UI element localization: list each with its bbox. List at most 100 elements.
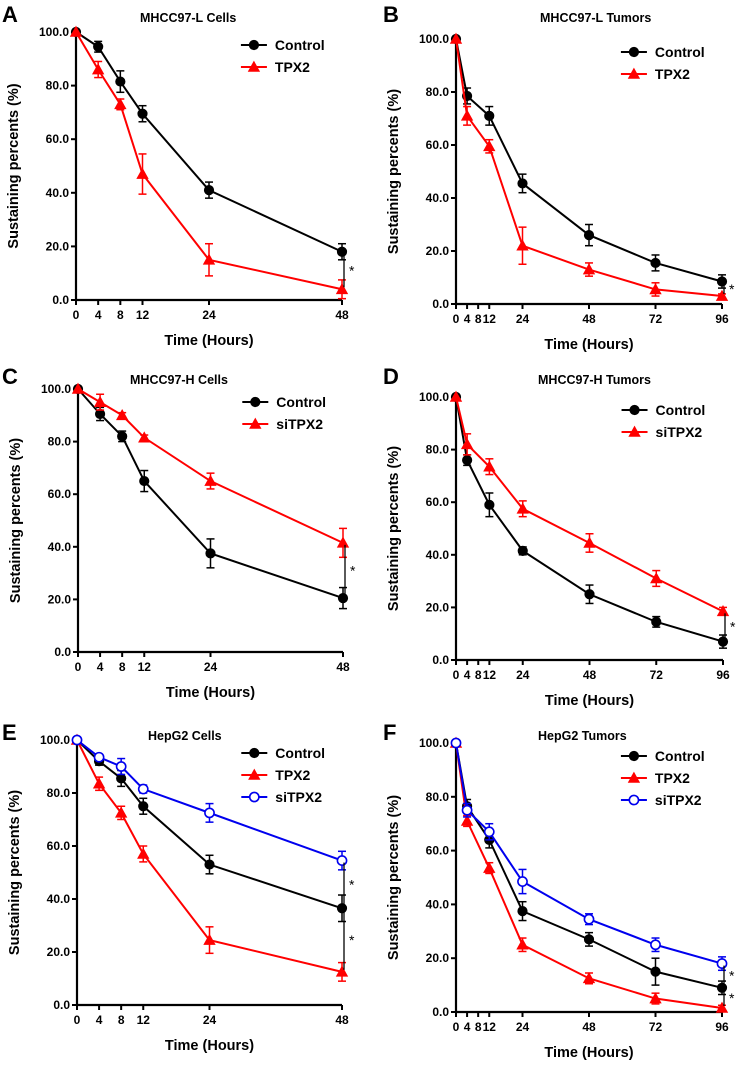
data-point [205,548,216,559]
x-tick-label-a: 24 [202,308,216,322]
data-point [484,499,495,510]
x-tick-label-d: 24 [516,668,530,682]
y-axis-label-c: Sustaining percents (%) [8,438,24,603]
series-d-sitpx2 [449,390,730,617]
y-tick-label-a: 40.0 [46,186,70,200]
y-tick-label-b: 0.0 [432,297,449,311]
y-tick-label-c: 60.0 [48,487,72,501]
y-tick-label-b: 100.0 [419,32,449,46]
data-point [116,773,127,784]
x-tick-label-c: 48 [336,660,350,674]
data-point [115,408,129,421]
x-tick-label-c: 12 [138,660,152,674]
x-tick-label-a: 4 [95,308,102,322]
legend-item-c: Control [242,394,326,410]
panel-b: B MHCC97-L Tumors 0.0 20.0 40.0 60.0 80.0 100.0… [383,2,735,353]
x-tick-label-a: 12 [136,308,150,322]
legend-label: Control [656,402,706,418]
x-tick-label-f: 12 [483,1020,497,1034]
x-tick-label-e: 24 [203,1013,217,1027]
x-tick-label-b: 12 [483,312,497,326]
data-point [649,992,662,1004]
y-tick-label-f: 80.0 [426,790,450,804]
x-tick-label-d: 48 [583,668,597,682]
data-point [517,178,528,189]
data-point [115,761,127,772]
y-tick-label-a: 20.0 [46,239,70,253]
data-point [69,25,83,37]
legend-label: Control [655,44,705,60]
legend-label: TPX2 [655,66,690,82]
significance-label: * [349,876,355,892]
x-tick-label-d: 96 [716,668,730,682]
data-point [517,876,528,887]
legend-marker [248,791,260,803]
legend-item-d: siTPX2 [621,424,702,440]
legend-marker [247,60,261,72]
legend-marker [628,425,641,437]
series-e-sitpx2 [71,734,348,871]
x-tick-label-b: 48 [582,312,596,326]
y-tick-label-e: 40.0 [47,892,71,906]
x-tick-label-d: 0 [453,668,460,682]
legend-item-f: siTPX2 [620,792,702,808]
data-point [649,283,662,295]
data-point [583,934,595,945]
data-point [336,855,348,866]
legend-item-e: TPX2 [241,767,311,783]
data-point [336,903,348,914]
panel-letter-a: A [2,2,18,27]
legend-marker [627,771,641,783]
data-point [114,98,127,110]
chart-title-c: MHCC97-H Cells [130,373,228,387]
significance-label: * [349,932,355,948]
y-axis-label-e: Sustaining percents (%) [7,790,23,955]
series-d-control [450,391,729,649]
legend-marker [628,750,640,762]
data-point [517,545,528,556]
series-a-control [70,26,348,261]
data-point [582,972,596,984]
data-point [71,382,85,394]
data-point [204,474,217,486]
data-point [335,282,349,295]
y-tick-label-d: 20.0 [426,600,450,614]
data-point [139,475,150,487]
x-tick-label-d: 8 [475,668,482,682]
data-point [716,982,728,993]
data-point [715,1001,729,1013]
y-tick-label-b: 60.0 [426,138,450,152]
legend-item-a: TPX2 [240,59,310,75]
x-tick-label-c: 4 [97,660,104,674]
x-tick-label-f: 72 [649,1020,663,1034]
x-axis-label-f: Time (Hours) [544,1045,633,1061]
data-point [583,536,596,548]
significance-label: * [729,281,735,297]
data-point [71,734,83,746]
data-point [517,906,528,917]
x-tick-label-b: 24 [516,312,530,326]
y-tick-label-b: 40.0 [426,191,450,205]
data-point [204,859,215,870]
legend-item-d: Control [621,402,706,418]
panel-letter-c: C [2,364,18,389]
data-point [484,110,495,121]
y-axis-label-f: Sustaining percents (%) [386,795,402,960]
legend-marker [248,39,260,51]
data-point [460,438,474,450]
data-point [716,605,730,617]
panel-letter-f: F [383,720,396,745]
x-tick-label-d: 72 [650,668,664,682]
y-tick-label-f: 60.0 [426,844,450,858]
panel-a: A MHCC97-L Cells 0.0 20.0 40.0 60.0 80.0 100.0 0… [2,2,355,349]
y-tick-label-e: 100.0 [40,733,70,747]
x-tick-label-e: 4 [96,1013,103,1027]
significance-label: * [350,562,356,578]
y-tick-label-e: 80.0 [47,786,71,800]
chart-title-b: MHCC97-L Tumors [540,11,651,25]
data-point [450,737,462,749]
x-tick-label-e: 8 [118,1013,125,1027]
legend-label: TPX2 [655,770,690,786]
x-tick-label-f: 8 [475,1020,482,1034]
